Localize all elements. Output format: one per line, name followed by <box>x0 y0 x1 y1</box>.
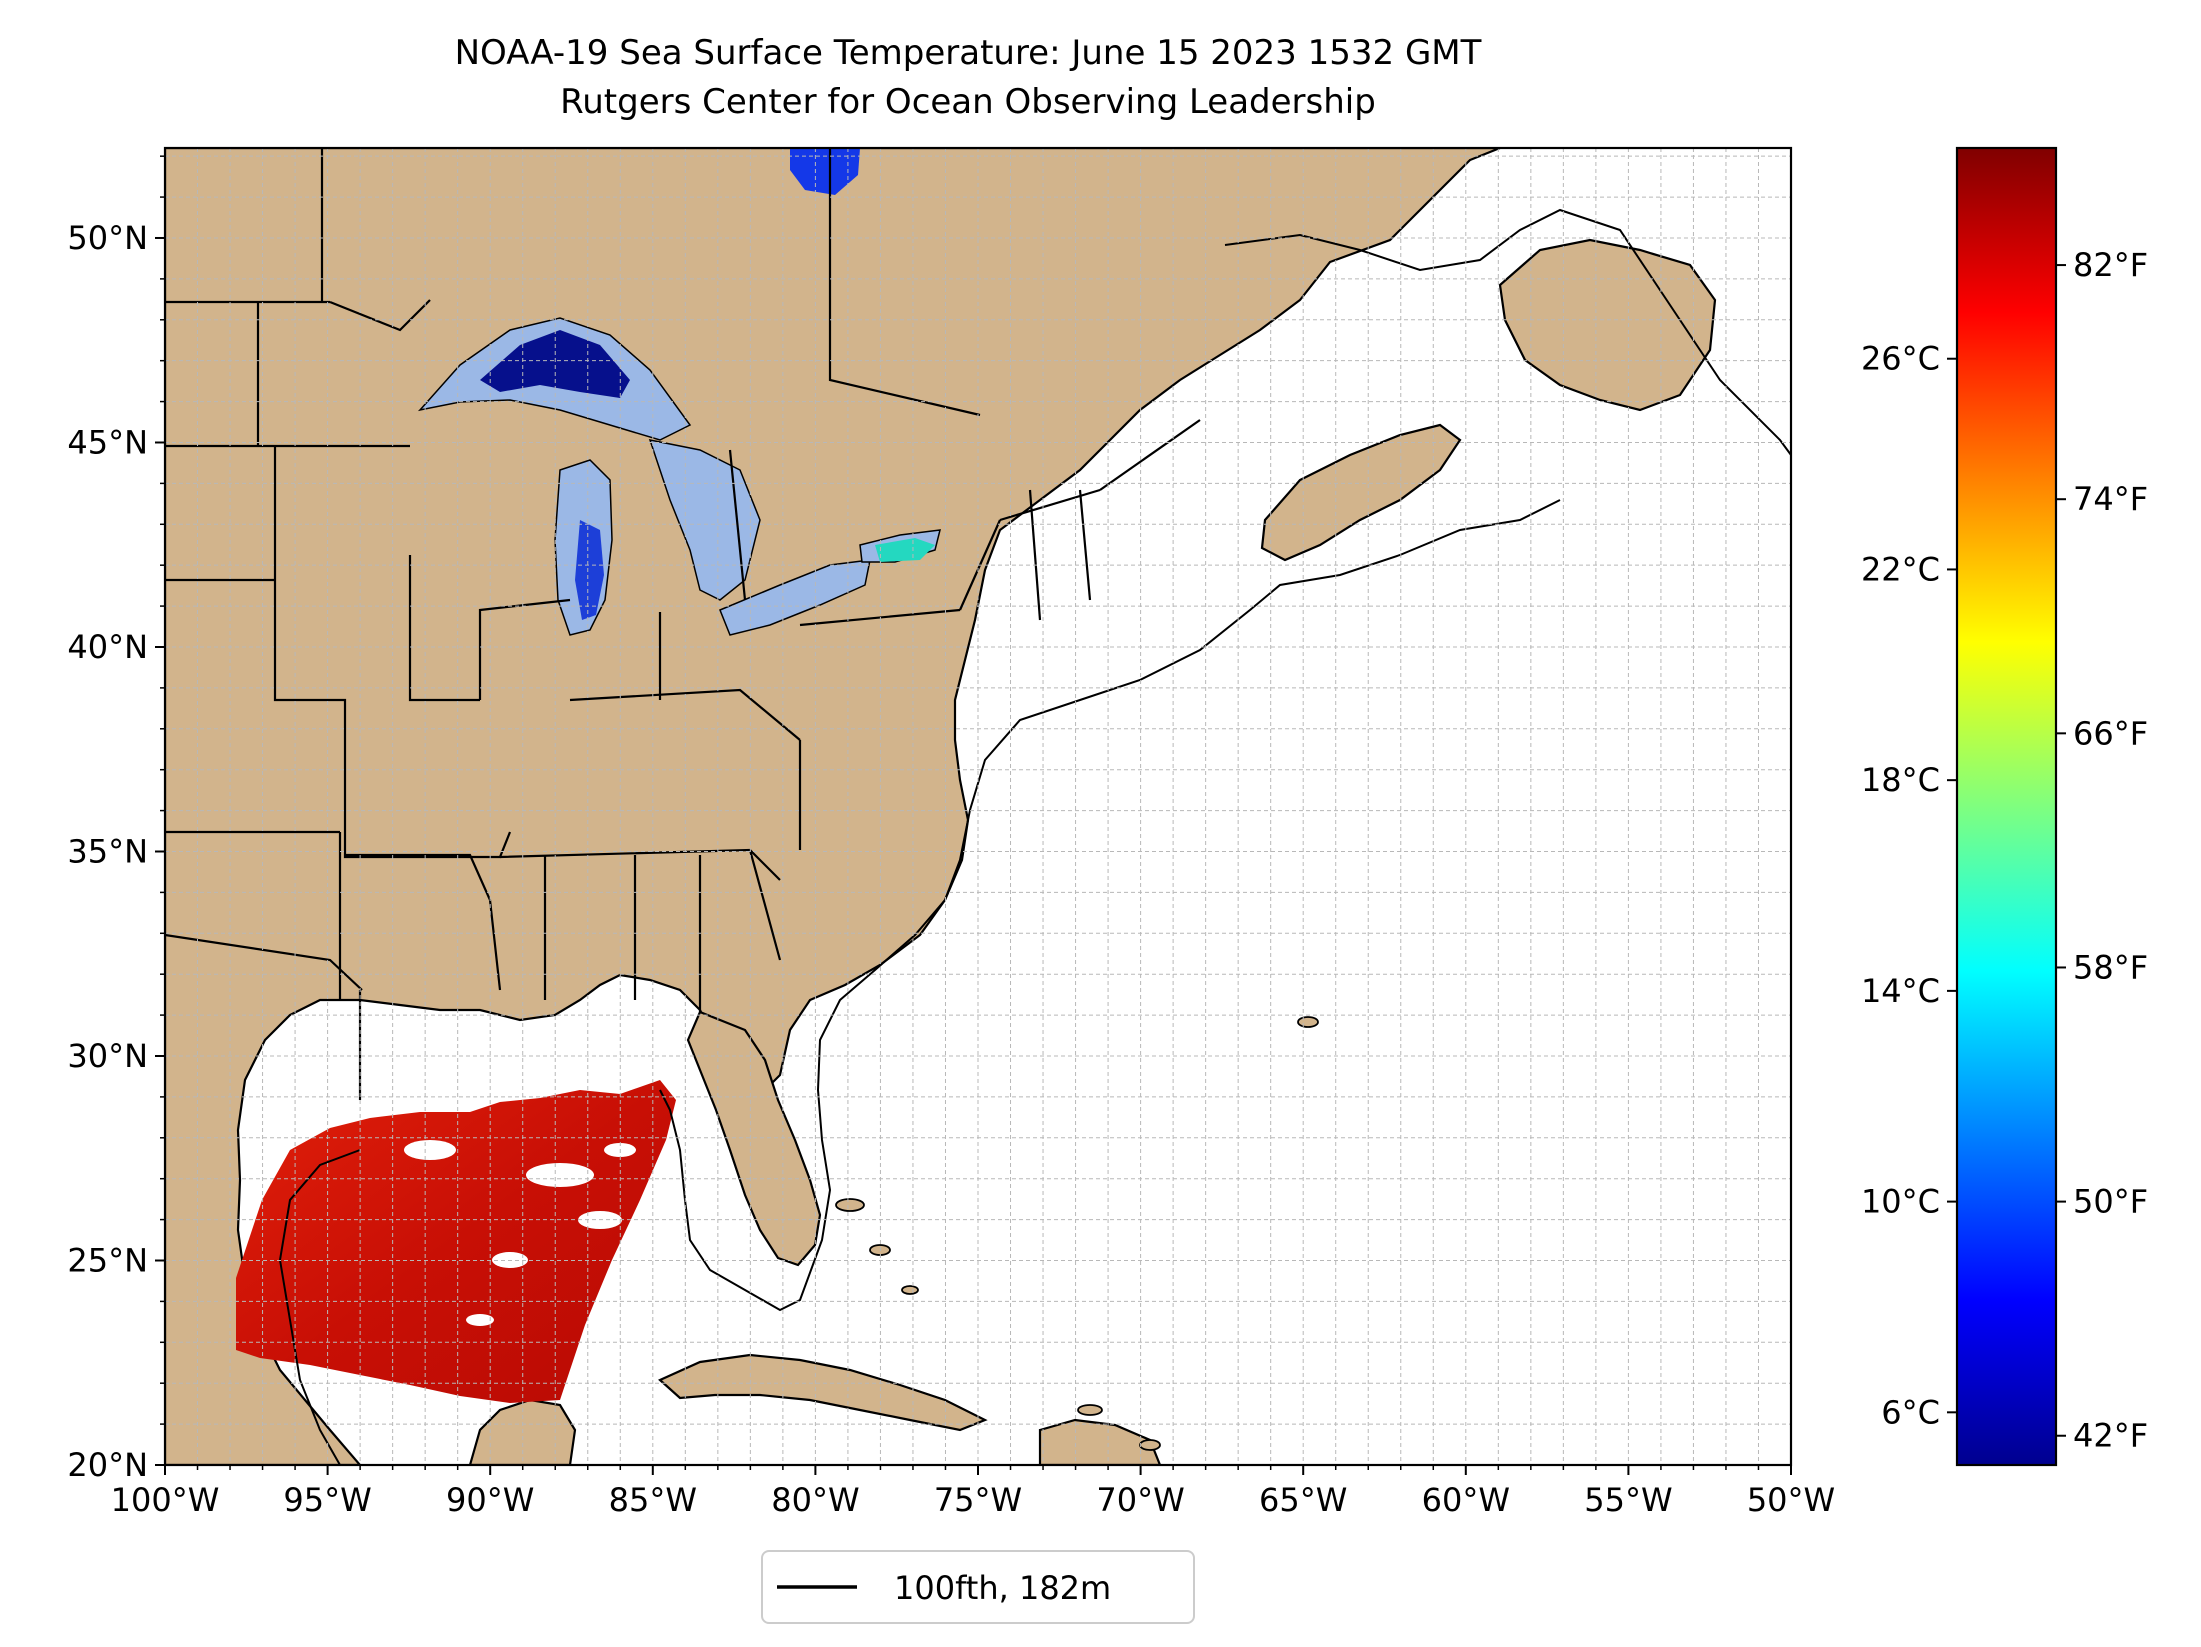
colorbar: 6°C 10°C 14°C 18°C 22°C 26°C 42°F 50°F 58°F 66°F… <box>1861 146 2148 1467</box>
fahrenheit-tick-label: 74°F <box>2073 480 2148 518</box>
celsius-tick-label: 6°C <box>1881 1393 1940 1431</box>
x-tick-label: 70°W <box>1096 1481 1184 1519</box>
celsius-tick-label: 10°C <box>1861 1183 1940 1221</box>
x-tick-label: 95°W <box>283 1481 371 1519</box>
landmass-nova-scotia <box>1260 423 1462 562</box>
y-tick-label: 20°N <box>67 1446 148 1484</box>
fahrenheit-tick-label: 82°F <box>2073 246 2148 284</box>
map-title-line1: NOAA-19 Sea Surface Temperature: June 15… <box>455 33 1482 73</box>
celsius-tick-label: 26°C <box>1861 340 1940 378</box>
y-axis: 20°N 25°N 30°N 35°N 40°N 45°N 50°N <box>67 155 165 1484</box>
fahrenheit-tick-label: 58°F <box>2073 948 2148 986</box>
islands <box>835 1016 1319 1451</box>
colorbar-gradient <box>1957 148 2056 1465</box>
landmass-cuba <box>658 1353 988 1432</box>
sst-lake-michigan <box>575 520 604 620</box>
y-tick-label: 45°N <box>67 423 148 461</box>
fahrenheit-tick-label: 42°F <box>2073 1417 2148 1455</box>
lake-erie <box>719 559 871 636</box>
isobath-100fth <box>278 208 1791 1465</box>
legend-label: 100fth, 182m <box>894 1569 1111 1607</box>
landmass-florida <box>686 1010 822 1267</box>
x-tick-label: 65°W <box>1259 1481 1347 1519</box>
x-tick-label: 80°W <box>771 1481 859 1519</box>
x-tick-label: 60°W <box>1422 1481 1510 1519</box>
legend-box <box>761 1550 1195 1624</box>
y-tick-label: 50°N <box>67 219 148 257</box>
x-tick-label: 85°W <box>609 1481 697 1519</box>
colorbar-celsius-axis: 6°C 10°C 14°C 18°C 22°C 26°C <box>1861 340 1957 1431</box>
x-tick-label: 90°W <box>446 1481 534 1519</box>
y-tick-label: 35°N <box>67 832 148 870</box>
y-tick-label: 30°N <box>67 1037 148 1075</box>
y-tick-label: 40°N <box>67 628 148 666</box>
fahrenheit-tick-label: 50°F <box>2073 1183 2148 1221</box>
colorbar-fahrenheit-axis: 42°F 50°F 58°F 66°F 74°F 82°F <box>2056 246 2148 1455</box>
y-tick-label: 25°N <box>67 1241 148 1279</box>
sst-gulf-swath <box>236 1080 676 1403</box>
map-panel <box>165 148 1791 1465</box>
map-grid <box>165 148 1791 1465</box>
celsius-tick-label: 22°C <box>1861 550 1940 588</box>
map-title-line2: Rutgers Center for Ocean Observing Leade… <box>560 82 1376 122</box>
x-tick-label: 55°W <box>1584 1481 1672 1519</box>
x-tick-label: 50°W <box>1747 1481 1835 1519</box>
legend: 100fth, 182m <box>761 1550 1195 1624</box>
x-axis: 100°W 95°W 90°W 85°W 80°W 75°W 70°W 65°W 60°W 55°… <box>111 1465 1835 1519</box>
fahrenheit-tick-label: 66°F <box>2073 714 2148 752</box>
x-tick-label: 100°W <box>111 1481 220 1519</box>
celsius-tick-label: 14°C <box>1861 972 1940 1010</box>
sst-lake-ontario <box>875 538 935 562</box>
sst-lake-superior <box>480 330 630 398</box>
colorbar-frame <box>1955 146 2058 1467</box>
sst-hudson-bay-patch <box>790 148 860 195</box>
x-tick-label: 75°W <box>934 1481 1022 1519</box>
celsius-tick-label: 18°C <box>1861 761 1940 799</box>
